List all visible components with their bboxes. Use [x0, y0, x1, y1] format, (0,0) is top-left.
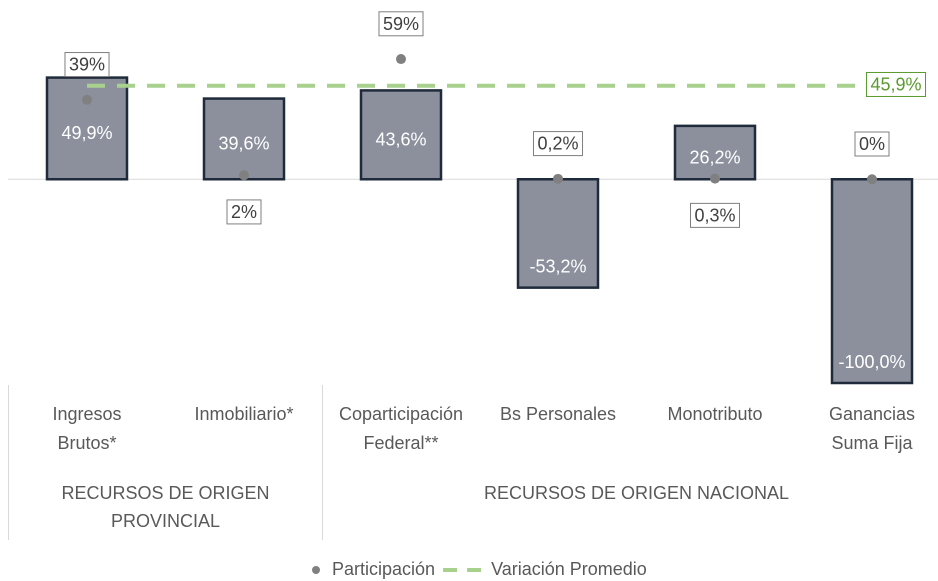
bar: [45, 76, 129, 181]
legend-label: Participación: [332, 559, 435, 579]
x-tick-label: Ingresos: [52, 404, 121, 424]
participation-dot: [710, 173, 720, 184]
x-tick-label: Suma Fija: [831, 433, 913, 453]
x-tick-label: Monotributo: [667, 404, 762, 424]
data-label: 0,3%: [694, 205, 735, 225]
data-label: 2%: [231, 202, 257, 222]
participation-dot: [82, 94, 92, 105]
bar: [673, 124, 757, 181]
bar: [359, 89, 443, 181]
participation-dot: [867, 174, 877, 185]
x-tick-label: Bs Personales: [500, 404, 616, 424]
label-box: [378, 11, 424, 37]
label-box: [854, 131, 890, 157]
legend-marker: [312, 566, 320, 574]
bar-label: 43,6%: [375, 130, 426, 150]
bar: [516, 178, 600, 289]
group-label: RECURSOS DE ORIGEN NACIONAL: [484, 483, 789, 503]
data-label: 59%: [383, 14, 419, 34]
data-label: 39%: [69, 55, 105, 75]
data-label: 45,9%: [870, 74, 921, 94]
label-box: [532, 131, 584, 157]
participation-dot: [239, 170, 249, 181]
bar: [830, 178, 914, 385]
data-label: 0,2%: [537, 134, 578, 154]
legend-label: Variación Promedio: [491, 559, 647, 579]
label-box: [865, 71, 927, 97]
x-tick-label: Brutos*: [57, 433, 116, 453]
x-tick-label: Coparticipación: [339, 404, 463, 424]
label-box: [64, 52, 110, 78]
label-box: [226, 199, 262, 225]
group-label: PROVINCIAL: [111, 511, 220, 531]
data-label: 0%: [859, 134, 885, 154]
bar-label: 49,9%: [61, 123, 112, 143]
x-tick-label: Inmobiliario*: [194, 404, 293, 424]
bar: [202, 97, 286, 181]
x-tick-label: Federal**: [363, 433, 438, 453]
group-label: RECURSOS DE ORIGEN: [61, 483, 269, 503]
bar-label: 26,2%: [689, 147, 740, 167]
participation-dot: [396, 54, 406, 65]
label-box: [689, 202, 741, 228]
bar-label: -100,0%: [838, 352, 905, 372]
bar-label: 39,6%: [218, 134, 269, 154]
x-tick-label: Ganancias: [829, 404, 915, 424]
bar-label: -53,2%: [529, 256, 586, 276]
participation-dot: [553, 173, 563, 184]
